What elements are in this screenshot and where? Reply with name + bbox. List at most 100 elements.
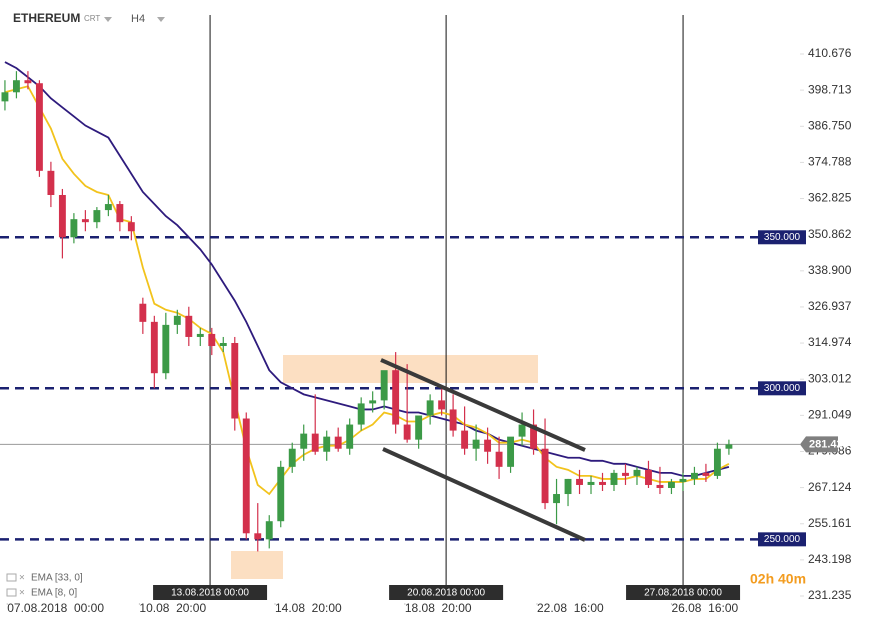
timeframe[interactable]: H4	[131, 13, 145, 25]
candle-body	[58, 194, 66, 238]
channel-upper	[380, 358, 586, 452]
candle-body	[403, 424, 411, 440]
candle-body	[438, 400, 446, 410]
candle-body	[507, 436, 515, 467]
candle-body	[415, 415, 423, 440]
y-tick-label: 362.825	[808, 191, 852, 205]
y-tick-label: 410.676	[808, 46, 852, 60]
candle-body	[1, 92, 9, 102]
candle-body	[392, 370, 400, 425]
candle-body	[449, 409, 457, 431]
candle-body	[265, 521, 273, 540]
candle-body	[472, 439, 480, 449]
legend-remove[interactable]: ×	[19, 588, 25, 599]
x-tick-label: 26.08 16:00	[671, 601, 738, 615]
time-marker-box	[153, 585, 268, 600]
candle-body	[254, 533, 262, 540]
y-tick-label: 291.049	[808, 408, 852, 422]
countdown: 02h 40m	[750, 571, 806, 587]
candle-body	[564, 478, 572, 495]
y-tick-label: 255.161	[808, 516, 852, 530]
candle-body	[219, 342, 227, 347]
candle-body	[369, 400, 377, 404]
candle-body	[587, 481, 595, 485]
candle-body	[127, 222, 135, 232]
channel-lower	[382, 447, 586, 542]
chart-style-dropdown[interactable]	[104, 17, 112, 22]
candle-body	[690, 472, 698, 479]
ema-line	[4, 61, 730, 477]
y-tick-label: 338.900	[808, 263, 852, 277]
x-tick-label: 22.08 16:00	[537, 601, 604, 615]
x-tick-label: 07.08.2018 00:00	[7, 601, 104, 615]
candle-body	[139, 303, 147, 322]
overlay: 13.08.2018 00:00 20.08.2018 00:00 27.08.20…	[153, 230, 849, 600]
chart-style[interactable]: CRT	[84, 14, 100, 23]
candle-body	[150, 321, 158, 374]
candle-body	[645, 469, 652, 485]
y-tick-label: 398.713	[808, 82, 852, 96]
y-tick-label: 243.198	[808, 552, 852, 566]
candle-body	[196, 333, 204, 337]
candle-body	[323, 436, 331, 452]
candle-body	[530, 424, 538, 449]
legend-icon[interactable]	[6, 588, 17, 597]
candle-body	[380, 370, 388, 401]
candle-body	[484, 439, 492, 452]
candle-body	[553, 494, 560, 504]
time-marker-label: 20.08.2018 00:00	[407, 588, 485, 599]
last-price-label: 281.421	[809, 438, 849, 450]
candle-body	[47, 170, 55, 195]
candle-body	[599, 481, 606, 485]
candle-body	[679, 478, 687, 482]
candle-body	[173, 315, 181, 325]
y-tick-label: 326.937	[808, 299, 852, 313]
level-label: 300.000	[764, 383, 801, 394]
ema-line	[4, 85, 730, 496]
level-tag	[758, 381, 806, 396]
candle-body	[346, 424, 354, 449]
candle-body	[24, 80, 32, 84]
level-tag	[758, 230, 806, 245]
candle-body	[300, 433, 308, 449]
candle-body	[668, 481, 675, 488]
candle-body	[725, 444, 733, 449]
plot-area: 410.676 398.713 386.750 374.788 362.825 350.8…	[0, 15, 852, 615]
y-tick-label: 314.974	[808, 335, 852, 349]
candle-body	[622, 472, 629, 476]
legend-remove[interactable]: ×	[19, 573, 25, 584]
demand-zone	[231, 551, 283, 579]
last-price-tag	[800, 436, 838, 453]
legend: × EMA [33, 0] × EMA [8, 0]	[6, 573, 83, 599]
y-tick-label: 303.012	[808, 371, 852, 385]
y-tick-label: 267.124	[808, 480, 852, 494]
legend-entry: EMA [8, 0]	[31, 588, 77, 599]
supply-zone	[283, 355, 538, 383]
level-tag	[758, 532, 806, 547]
candle-body	[495, 451, 503, 467]
candle-body	[461, 430, 469, 449]
candle-body	[656, 484, 664, 488]
candle-body	[93, 210, 101, 223]
candle-body	[35, 83, 43, 171]
candle-body	[277, 466, 285, 522]
timeframe-dropdown[interactable]	[157, 17, 165, 22]
level-label: 250.000	[764, 534, 801, 545]
y-tick-label: 386.750	[808, 118, 852, 132]
y-tick-label: 231.235	[808, 588, 852, 602]
candle-body	[610, 472, 618, 485]
candle-body	[162, 324, 170, 374]
symbol[interactable]: ETHEREUM	[13, 11, 80, 25]
time-marker-box	[626, 585, 741, 600]
legend-entry: EMA [33, 0]	[31, 573, 83, 584]
candle-body	[242, 418, 250, 534]
candle-body	[208, 333, 216, 347]
x-tick-label: 10.08 20:00	[139, 601, 206, 615]
legend-icon[interactable]	[6, 573, 17, 582]
candle-body	[104, 204, 112, 211]
time-marker-label: 13.08.2018 00:00	[171, 588, 249, 599]
time-marker-box	[389, 585, 504, 600]
candle-body	[633, 469, 641, 476]
